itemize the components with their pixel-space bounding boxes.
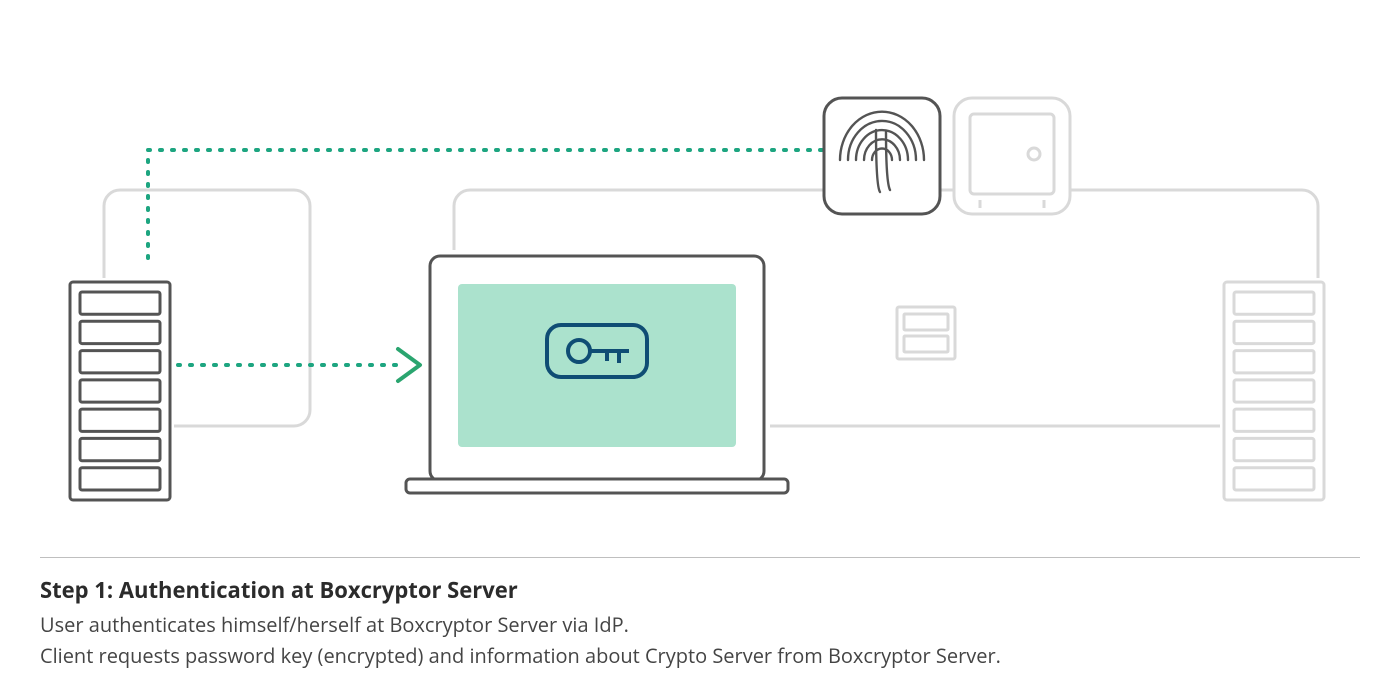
caption-block: Step 1: Authentication at Boxcryptor Ser…	[40, 575, 1360, 669]
section-divider	[40, 557, 1360, 558]
caption-line-1: User authenticates himself/herself at Bo…	[40, 611, 1360, 638]
diagram-canvas: Step 1: Authentication at Boxcryptor Ser…	[0, 0, 1400, 700]
caption-line-2: Client requests password key (encrypted)…	[40, 642, 1360, 669]
caption-title: Step 1: Authentication at Boxcryptor Ser…	[40, 575, 1360, 605]
